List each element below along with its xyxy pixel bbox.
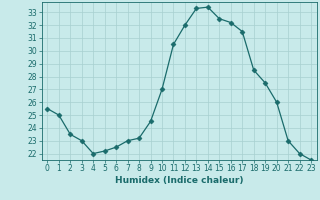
X-axis label: Humidex (Indice chaleur): Humidex (Indice chaleur) <box>115 176 244 185</box>
